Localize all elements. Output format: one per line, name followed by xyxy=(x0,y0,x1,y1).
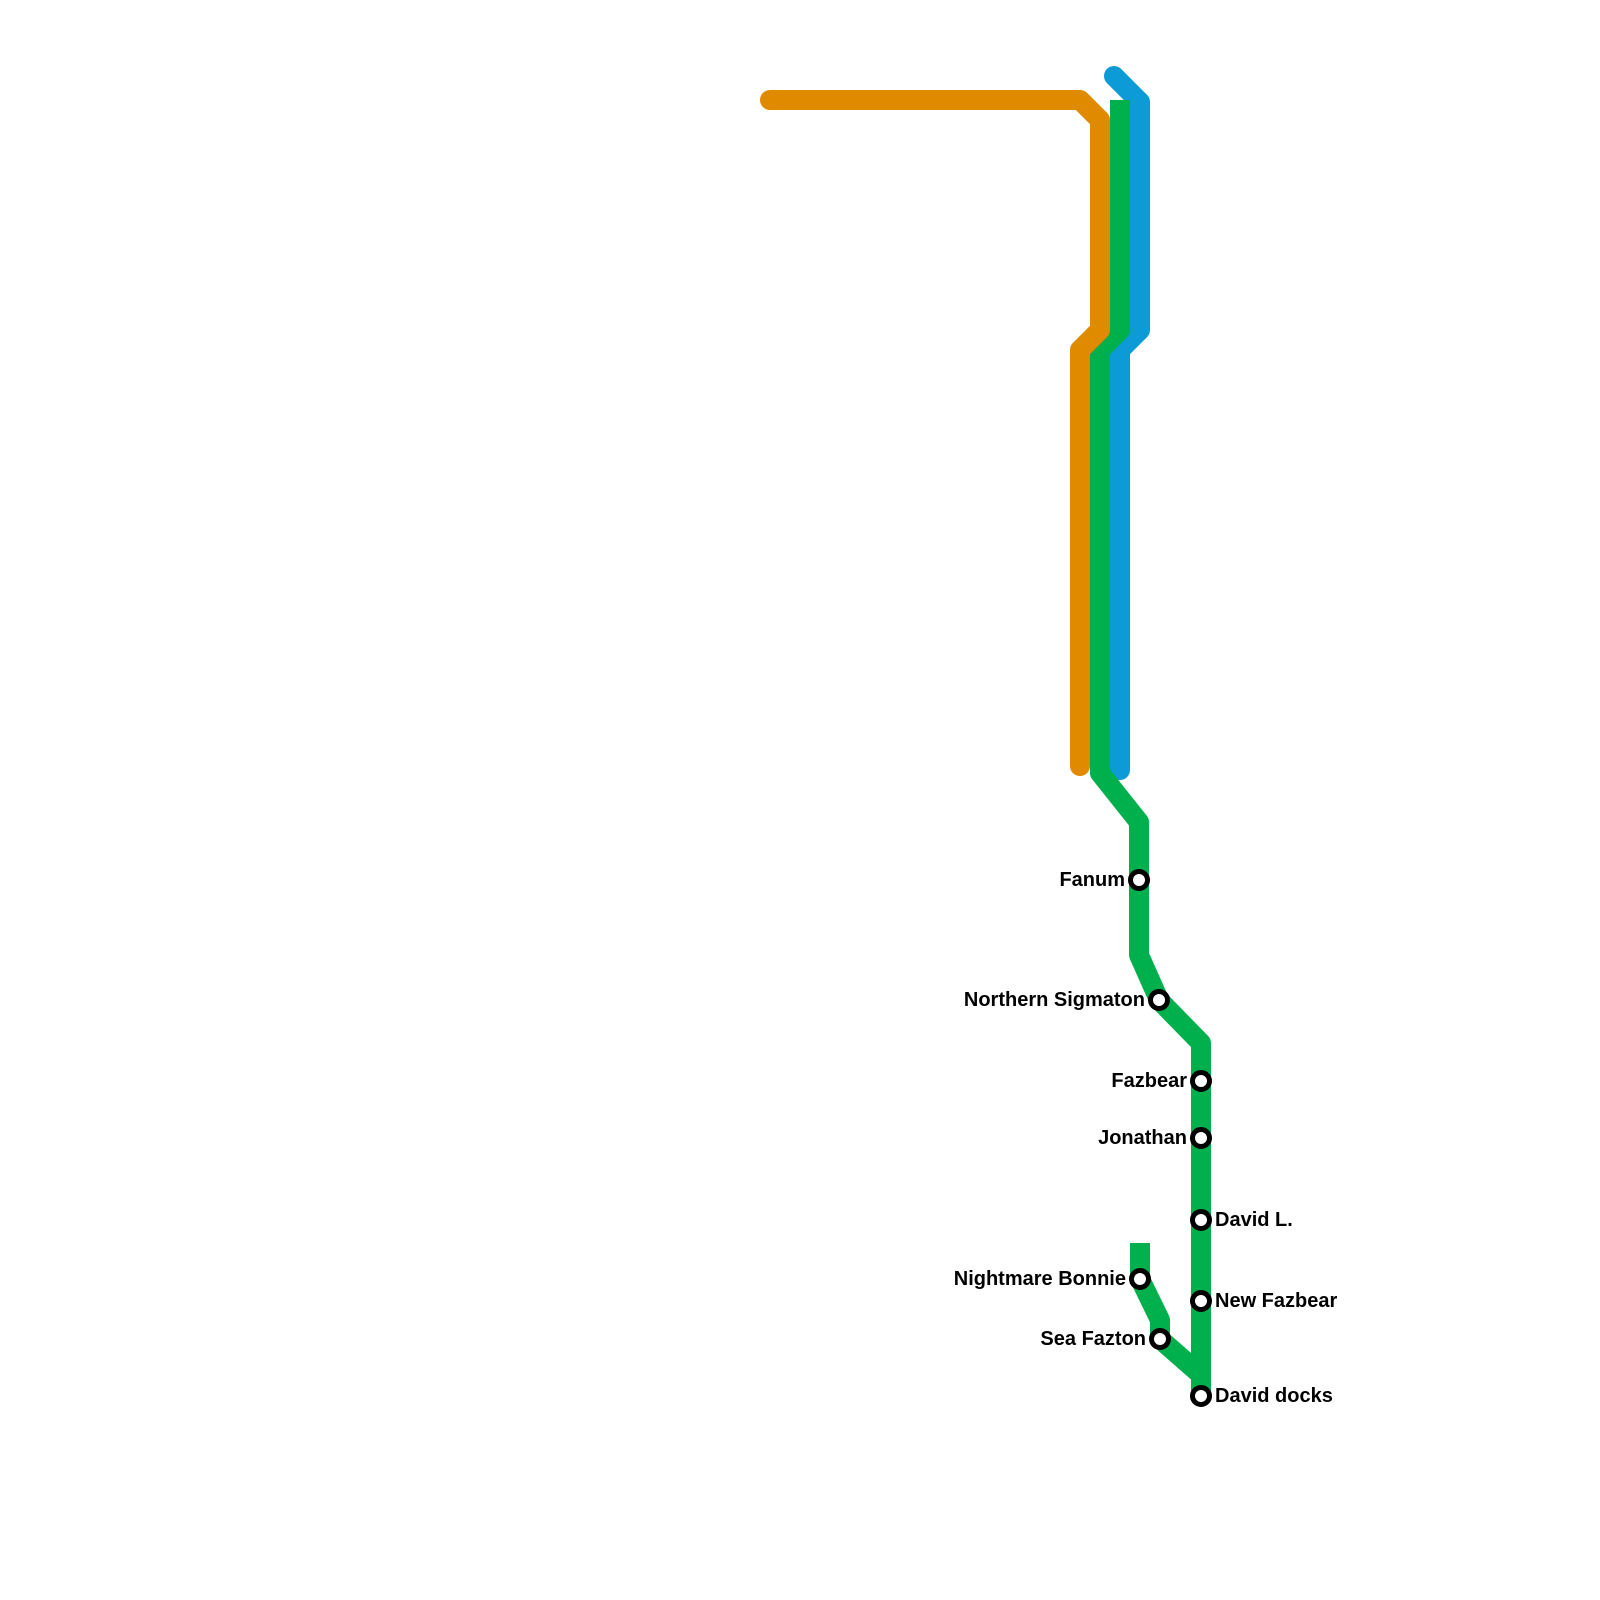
svg-text:David docks: David docks xyxy=(1215,1385,1333,1407)
svg-text:Jonathan: Jonathan xyxy=(1098,1127,1187,1149)
svg-text:Fazbear: Fazbear xyxy=(1111,1070,1187,1092)
svg-text:Sea Fazton: Sea Fazton xyxy=(1040,1328,1146,1350)
svg-text:David L.: David L. xyxy=(1215,1209,1293,1231)
svg-text:Northern Sigmaton: Northern Sigmaton xyxy=(964,989,1145,1011)
svg-text:Fanum: Fanum xyxy=(1059,869,1125,891)
svg-text:New Fazbear: New Fazbear xyxy=(1215,1290,1337,1312)
svg-text:Nightmare Bonnie: Nightmare Bonnie xyxy=(954,1268,1126,1290)
